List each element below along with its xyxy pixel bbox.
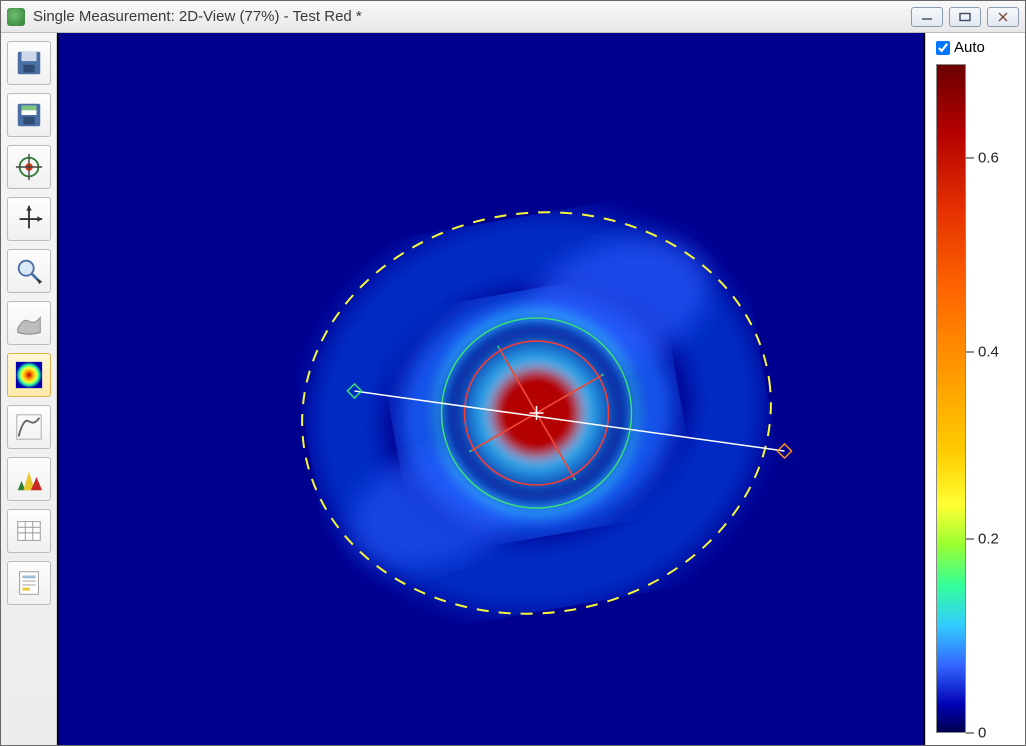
table-icon[interactable] <box>7 509 51 553</box>
colorbar-frame: 0.60.40.20 <box>936 64 1015 733</box>
colorbar-tick: 0.2 <box>966 530 999 547</box>
close-button[interactable] <box>987 7 1019 27</box>
maximize-button[interactable] <box>949 7 981 27</box>
crosshair-target-icon[interactable] <box>7 145 51 189</box>
window-controls <box>911 7 1019 27</box>
axes-icon[interactable] <box>7 197 51 241</box>
app-icon <box>7 8 25 26</box>
colorbar-ticks: 0.60.40.20 <box>974 64 1015 733</box>
beam-canvas-area[interactable] <box>57 33 925 745</box>
beam-profile-plot <box>57 33 925 745</box>
colorbar-tick: 0.4 <box>966 343 999 360</box>
save-image-icon[interactable] <box>7 93 51 137</box>
report-icon[interactable] <box>7 561 51 605</box>
titlebar: Single Measurement: 2D-View (77%) - Test… <box>1 1 1025 33</box>
left-toolbar <box>1 33 57 745</box>
profile-curve-icon[interactable] <box>7 405 51 449</box>
minimize-button[interactable] <box>911 7 943 27</box>
3d-view-icon[interactable] <box>7 301 51 345</box>
legend-panel: Auto 0.60.40.20 <box>925 33 1025 745</box>
colorbar-tick: 0.6 <box>966 149 999 166</box>
auto-scale-label: Auto <box>954 39 985 56</box>
colorbar <box>936 64 966 733</box>
histogram-icon[interactable] <box>7 457 51 501</box>
colorbar-tick: 0 <box>966 725 986 742</box>
colormap-2d-icon[interactable] <box>7 353 51 397</box>
auto-scale-checkbox[interactable] <box>936 41 950 55</box>
save-data-icon[interactable] <box>7 41 51 85</box>
auto-scale-row[interactable]: Auto <box>936 39 1015 56</box>
zoom-icon[interactable] <box>7 249 51 293</box>
window-title: Single Measurement: 2D-View (77%) - Test… <box>33 8 911 25</box>
